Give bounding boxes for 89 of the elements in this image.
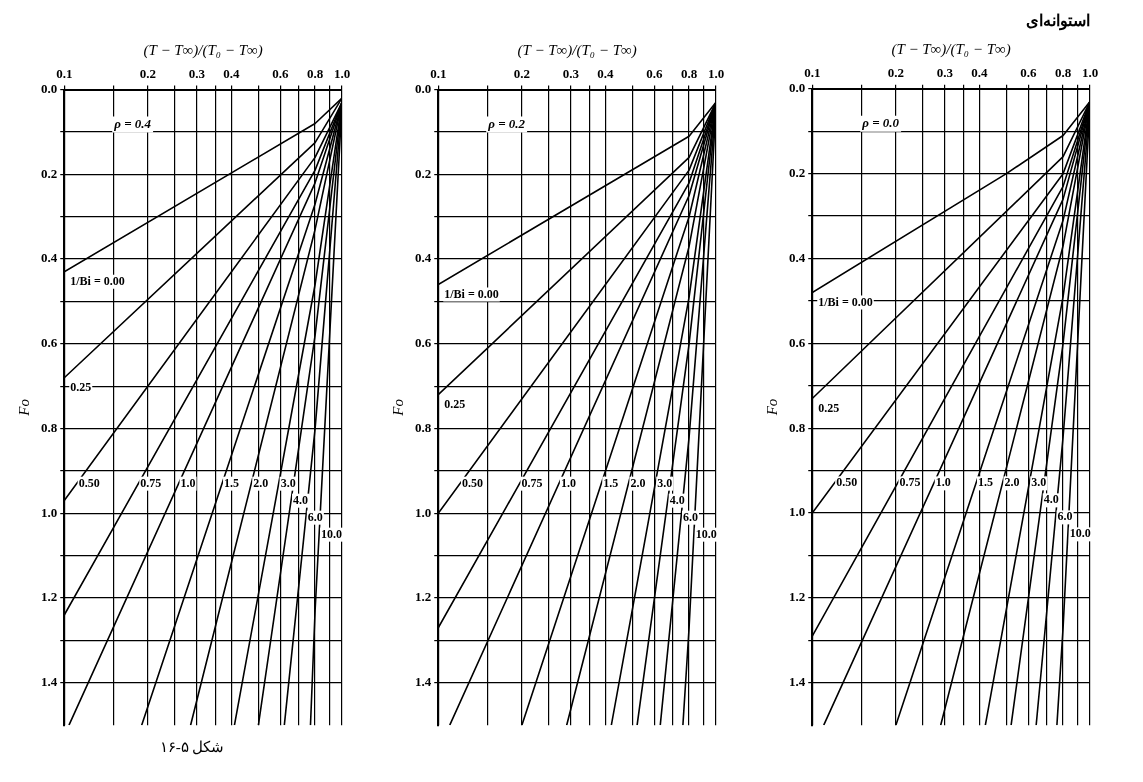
x-axis-title: (T − T∞)/(T₀ − T∞) (143, 41, 263, 59)
y-tick-label: 0.0 (789, 80, 806, 96)
series-label: 4.0 (669, 492, 685, 507)
x-tick-label: 0.8 (1054, 65, 1072, 81)
series-label: 1/Bi = 0.00 (444, 286, 499, 301)
x-axis-title: (T − T∞)/(T₀ − T∞) (517, 41, 637, 59)
series-label: 2.0 (630, 475, 646, 490)
y-tick-label: 1.0 (41, 504, 58, 520)
series-label: 6.0 (683, 509, 699, 524)
y-tick-label: 0.4 (41, 250, 58, 266)
y-tick-label: 0.8 (415, 419, 432, 435)
x-tick-label: 0.3 (188, 66, 206, 82)
x-tick-label: 0.6 (272, 66, 290, 82)
y-tick-label: 1.4 (41, 674, 58, 690)
series-label: 3.0 (280, 475, 296, 490)
y-tick-label: 0.6 (415, 335, 432, 351)
y-tick-label: 0.6 (41, 335, 58, 351)
series-label: 1.5 (224, 475, 240, 490)
series-label: 10.0 (1069, 526, 1091, 541)
x-tick-label: 0.8 (306, 66, 324, 82)
y-axis-title: Fo (763, 398, 780, 417)
chart-title: استوانه‌ای (1026, 11, 1090, 31)
y-axis-title: Fo (389, 398, 406, 417)
series-label: 0.50 (78, 475, 100, 490)
series-label: 6.0 (1057, 509, 1073, 524)
series-label: 2.0 (253, 475, 269, 490)
series-label: 10.0 (695, 526, 717, 541)
y-tick-label: 0.0 (41, 80, 58, 96)
y-tick-label: 1.2 (789, 589, 806, 605)
x-axis-title: (T − T∞)/(T₀ − T∞) (891, 41, 1011, 59)
x-tick-label: 0.2 (513, 66, 530, 82)
annotation: ρ = 0.0 (861, 115, 900, 131)
series-label: 3.0 (1031, 475, 1047, 490)
series-label: 1/Bi = 0.00 (70, 273, 125, 288)
x-tick-label: 0.4 (597, 66, 615, 82)
series-label: 2.0 (1004, 475, 1020, 490)
x-tick-label: 1.0 (707, 66, 725, 82)
series-label: 0.25 (444, 396, 466, 411)
series-label: 1.5 (977, 475, 993, 490)
y-tick-label: 0.4 (789, 249, 806, 265)
series-label: 10.0 (321, 526, 343, 541)
y-tick-label: 1.0 (789, 504, 806, 520)
x-tick-label: 0.6 (646, 66, 664, 82)
y-tick-label: 0.0 (415, 80, 432, 96)
annotation: ρ = 0.4 (113, 115, 152, 131)
x-tick-label: 0.3 (562, 66, 580, 82)
y-tick-label: 0.4 (415, 250, 432, 266)
series-label: 0.25 (70, 379, 92, 394)
series-label: 0.75 (899, 475, 921, 490)
x-tick-label: 0.3 (936, 65, 954, 81)
series-label: 1.0 (560, 475, 576, 490)
x-tick-label: 1.0 (333, 66, 351, 82)
series-label: 0.50 (461, 475, 483, 490)
y-tick-label: 0.6 (789, 334, 806, 350)
y-tick-label: 0.8 (789, 419, 806, 435)
y-axis-title: Fo (15, 398, 32, 417)
series-label: 4.0 (293, 492, 309, 507)
series-label: 4.0 (1043, 492, 1059, 507)
x-tick-label: 0.2 (139, 66, 156, 82)
y-tick-label: 0.2 (789, 165, 806, 181)
x-tick-label: 0.8 (680, 66, 698, 82)
series-label: 1.0 (180, 475, 196, 490)
y-tick-label: 1.0 (415, 504, 432, 520)
series-label: 1.5 (603, 475, 619, 490)
series-label: 0.75 (521, 475, 543, 490)
series-label: 3.0 (657, 475, 673, 490)
x-tick-label: 0.4 (971, 65, 989, 81)
x-tick-label: 0.2 (887, 65, 904, 81)
y-tick-label: 0.2 (41, 165, 58, 181)
series-label: 0.50 (836, 475, 858, 490)
x-tick-label: 0.1 (804, 65, 821, 81)
x-tick-label: 1.0 (1081, 65, 1099, 81)
series-label: 1.0 (935, 475, 951, 490)
series-label: 0.25 (818, 400, 840, 415)
y-tick-label: 1.4 (789, 674, 806, 690)
y-tick-label: 1.2 (41, 589, 58, 605)
x-tick-label: 0.1 (430, 66, 447, 82)
x-tick-label: 0.6 (1020, 65, 1038, 81)
x-tick-label: 0.4 (223, 66, 241, 82)
text: شکل ۵-۱۶ (159, 738, 225, 756)
series-label: 0.75 (140, 475, 162, 490)
series-label: 6.0 (307, 509, 323, 524)
y-tick-label: 1.2 (415, 589, 432, 605)
x-tick-label: 0.1 (56, 66, 73, 82)
y-tick-label: 1.4 (415, 674, 432, 690)
y-tick-label: 0.8 (41, 419, 58, 435)
y-tick-label: 0.2 (415, 165, 432, 181)
series-label: 1/Bi = 0.00 (818, 294, 873, 309)
annotation: ρ = 0.2 (487, 115, 526, 131)
